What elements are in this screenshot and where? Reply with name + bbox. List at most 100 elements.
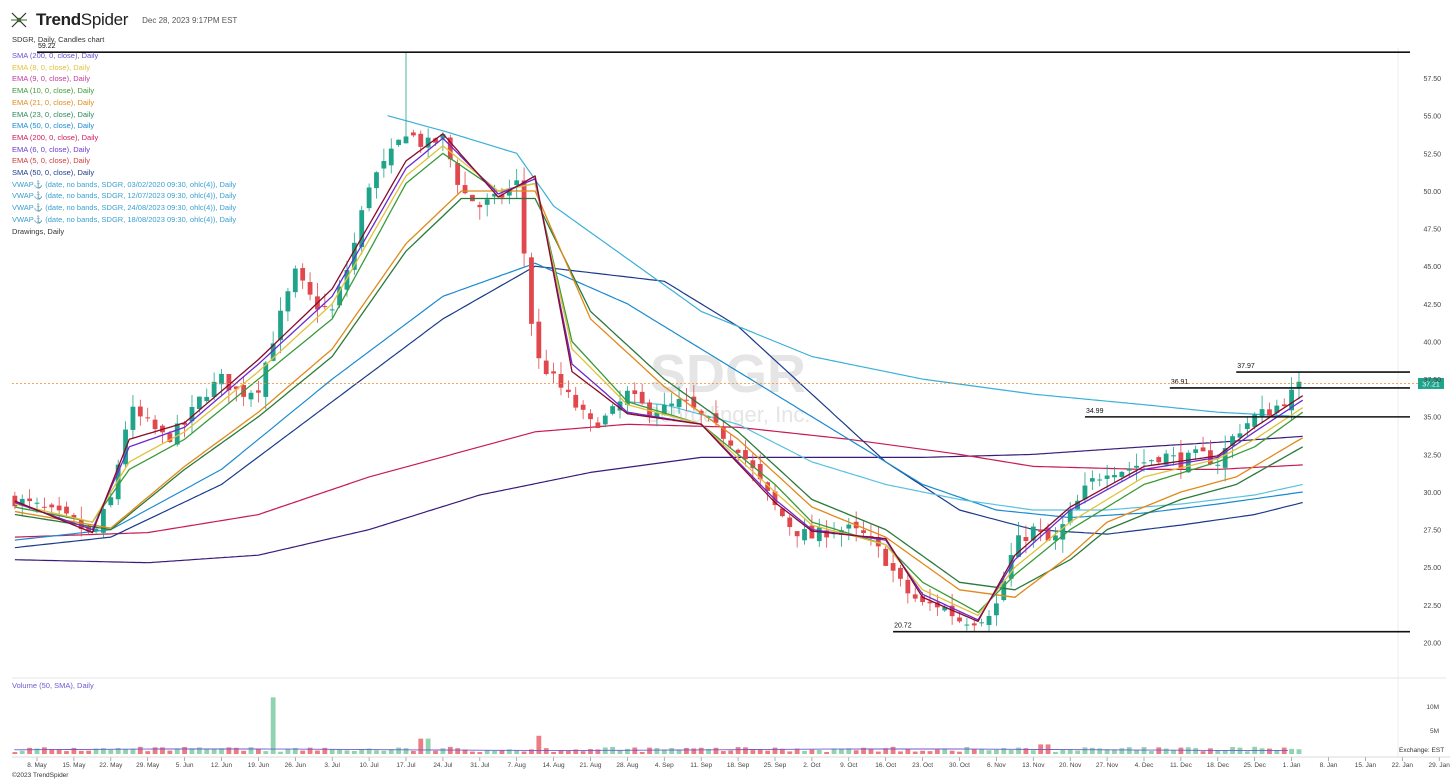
candle-body [713,413,719,423]
volume-bar [1126,747,1132,754]
volume-bar [145,751,151,754]
volume-bar [661,749,667,754]
time-tick-label: 5. Jun [176,762,194,769]
volume-bar [27,747,33,754]
volume-bar [706,748,711,754]
candle-body [182,422,187,425]
time-tick-label: 21. Aug [579,762,601,769]
legend-item[interactable]: VWAP⚓ (date, no bands, SDGR, 18/08/2023 … [12,214,237,224]
legend-item[interactable]: EMA (5, 0, close), Daily [12,156,90,166]
volume-bar [964,747,970,754]
candle-body [418,133,424,147]
volume-bar [639,751,645,754]
volume-bar [93,748,99,754]
legend-item[interactable]: VWAP⚓ (date, no bands, SDGR, 12/07/2023 … [12,191,237,201]
price-axis[interactable]: 57.50 55.00 52.50 50.00 47.50 45.00 42.50 40.00… [1423,76,1441,647]
candle-body [484,199,490,205]
trendspider-logo-icon [11,12,27,28]
time-tick-label: 6. Nov [987,762,1007,769]
candle-body [883,548,889,566]
time-axis[interactable]: 8. May 15. May 22. May 29. May 5. Jun 12. Jun… [12,756,1450,769]
legend-item[interactable]: EMA (21, 0, close), Daily [12,97,95,107]
brand-light: Spider [80,10,129,29]
indicator-legend[interactable]: SMA (200, 0, close), Daily EMA (8, 0, clo… [12,50,236,237]
candle-body [1281,404,1287,407]
legend-item[interactable]: Drawings, Daily [12,226,65,236]
volume-bar [669,748,675,754]
price-tick-label: 52.50 [1423,151,1441,158]
candle-body [971,623,977,626]
volume-bar [802,750,807,754]
volume-bar [1274,750,1280,754]
candle-body [130,406,136,430]
time-tick-label: 23. Oct [912,762,933,769]
chart-timestamp: Dec 28, 2023 9:17PM EST [142,15,238,25]
candle-body [278,310,283,341]
candle-body [189,407,195,422]
candle-body [307,282,313,295]
legend-item[interactable]: EMA (8, 0, close), Daily [12,62,90,72]
volume-bar [1244,751,1250,754]
volume-bar [617,750,623,754]
volume-bar [632,747,638,754]
volume-bar [1134,750,1140,754]
watermark-symbol: SDGR [650,344,806,404]
time-tick-label: 10. Jul [360,762,380,769]
legend-item[interactable]: EMA (200, 0, close), Daily [12,132,99,142]
volume-bar [765,750,771,754]
ma-line [14,197,1304,591]
candle-body [366,187,372,209]
volume-bar [71,747,77,754]
volume-bar [735,747,741,754]
legend-item[interactable]: EMA (9, 0, close), Daily [12,74,90,84]
time-tick-label: 2. Oct [803,762,821,769]
candle-body [506,188,512,196]
volume-bar [890,746,896,754]
price-tick-label: 45.00 [1423,264,1441,271]
volume-bar [514,750,520,754]
legend-item[interactable]: EMA (50, 0, close), Daily [12,121,95,131]
volume-bar [307,747,313,754]
ma-line [627,401,1303,511]
candle-body [270,343,276,361]
volume-bar [455,748,461,754]
legend-item[interactable]: SMA (50, 0, close), Daily [12,168,95,178]
time-tick-label: 11. Dec [1170,762,1193,769]
volume-tick-label: 10M [1426,704,1439,711]
candle-body [145,417,151,419]
volume-bar [440,748,446,754]
volume-bar [595,749,601,754]
candle-body [1023,537,1029,541]
time-tick-label: 8. Jan [1320,762,1338,769]
volume-bar [204,749,210,754]
volume-bar [152,747,158,754]
volume-bar [263,751,269,754]
legend-item[interactable]: VWAP⚓ (date, no bands, SDGR, 24/08/2023 … [12,203,237,213]
time-tick-label: 11. Sep [690,762,712,769]
legend-item[interactable]: VWAP⚓ (date, no bands, SDGR, 03/02/2020 … [12,179,237,189]
volume-sma-line [14,748,1288,751]
legend-item[interactable]: EMA (10, 0, close), Daily [12,86,95,96]
candle-body [1267,409,1272,416]
time-tick-label: 16. Oct [875,762,896,769]
volume-bar [787,751,793,754]
time-tick-label: 25. Dec [1243,762,1266,769]
price-tick-label: 32.50 [1423,452,1441,459]
candle-body [669,403,675,406]
candle-body [551,371,556,374]
volume-bar [403,748,409,754]
candle-body [462,185,468,194]
legend-item[interactable]: EMA (23, 0, close), Daily [12,109,95,119]
candle-body [602,415,608,425]
volume-bar [388,749,394,754]
legend-item[interactable]: SMA (200, 0, close), Daily [12,51,99,60]
price-tick-label: 55.00 [1423,114,1441,121]
legend-item[interactable]: EMA (6, 0, close), Daily [12,144,90,154]
time-tick-label: 15. Jan [1355,762,1377,769]
volume-bar [529,749,534,754]
volume-bar [625,748,630,754]
volume-bar [1001,748,1007,754]
volume-bar [720,751,726,754]
volume-bar [794,748,800,754]
